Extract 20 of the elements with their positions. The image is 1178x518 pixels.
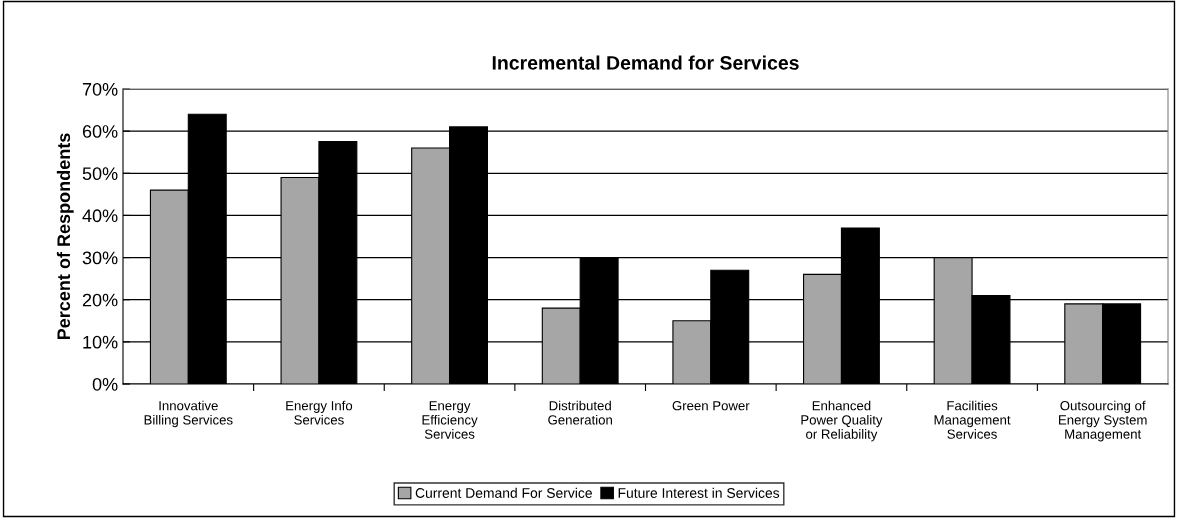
y-tick-label: 70% bbox=[82, 82, 118, 96]
x-tick-label: Green Power bbox=[672, 401, 750, 411]
x-tick-label: Energy Efficiency Services bbox=[422, 401, 478, 439]
x-tick-label: Facilities Management Services bbox=[934, 400, 1011, 439]
x-tick-label: Distributed Generation bbox=[548, 400, 612, 425]
y-tick-label: 50% bbox=[82, 167, 118, 181]
y-tick-label: 30% bbox=[82, 251, 118, 265]
x-tick-label: Enhanced Power Quality or Reliability bbox=[801, 400, 883, 442]
y-tick-label: 60% bbox=[82, 125, 118, 138]
x-tick-label: Innovative Billing Services bbox=[144, 400, 233, 428]
y-axis-title: Percent of Respondents bbox=[56, 133, 74, 340]
chart-title: Incremental Demand for Services bbox=[492, 55, 799, 70]
y-tick-label: 0% bbox=[92, 377, 118, 391]
legend-label: Future Interest in Services bbox=[618, 487, 780, 498]
legend-label: Current Demand For Service bbox=[415, 487, 592, 498]
x-tick-label: Outsourcing of Energy System Management bbox=[1059, 400, 1147, 442]
y-tick-label: 40% bbox=[82, 209, 118, 223]
y-tick-label: 20% bbox=[82, 293, 118, 307]
y-tick-label: 10% bbox=[83, 335, 118, 349]
x-tick-label: Energy Info Services bbox=[286, 400, 353, 425]
